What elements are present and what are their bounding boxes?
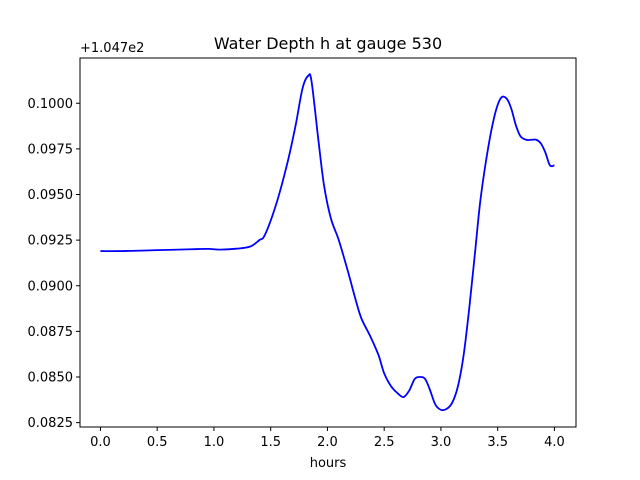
y-tick-label: 0.0825: [28, 416, 74, 431]
x-tick-label: 3.0: [431, 435, 452, 450]
y-offset-label: +1.047e2: [80, 41, 144, 56]
x-tick-label: 3.5: [487, 435, 508, 450]
plot-marks: 0.0 0.5 1.0 1.5 2.0 2.5 3.0 3.5 4.0 0.0825 0.0850 0…: [28, 73, 565, 450]
x-tick-label: 0.0: [90, 435, 111, 450]
x-tick-label: 0.5: [147, 435, 168, 450]
x-tick-label: 4.0: [544, 435, 565, 450]
chart-title: Water Depth h at gauge 530: [214, 34, 442, 53]
x-tick-label: 1.5: [260, 435, 281, 450]
y-tick-label: 0.0950: [28, 188, 74, 203]
y-tick-label: 0.0850: [28, 370, 74, 385]
x-tick-label: 2.5: [374, 435, 395, 450]
x-axis-label: hours: [310, 456, 347, 471]
series-line: [100, 73, 555, 412]
x-tick-label: 1.0: [204, 435, 225, 450]
y-tick-label: 0.0875: [28, 325, 74, 340]
y-tick-label: 0.0900: [28, 279, 74, 294]
y-tick-label: 0.0925: [28, 234, 74, 249]
plot-frame: [79, 57, 577, 428]
y-tick-label: 0.0975: [28, 142, 74, 157]
y-tick-label: 0.1000: [28, 97, 74, 112]
x-tick-label: 2.0: [317, 435, 338, 450]
